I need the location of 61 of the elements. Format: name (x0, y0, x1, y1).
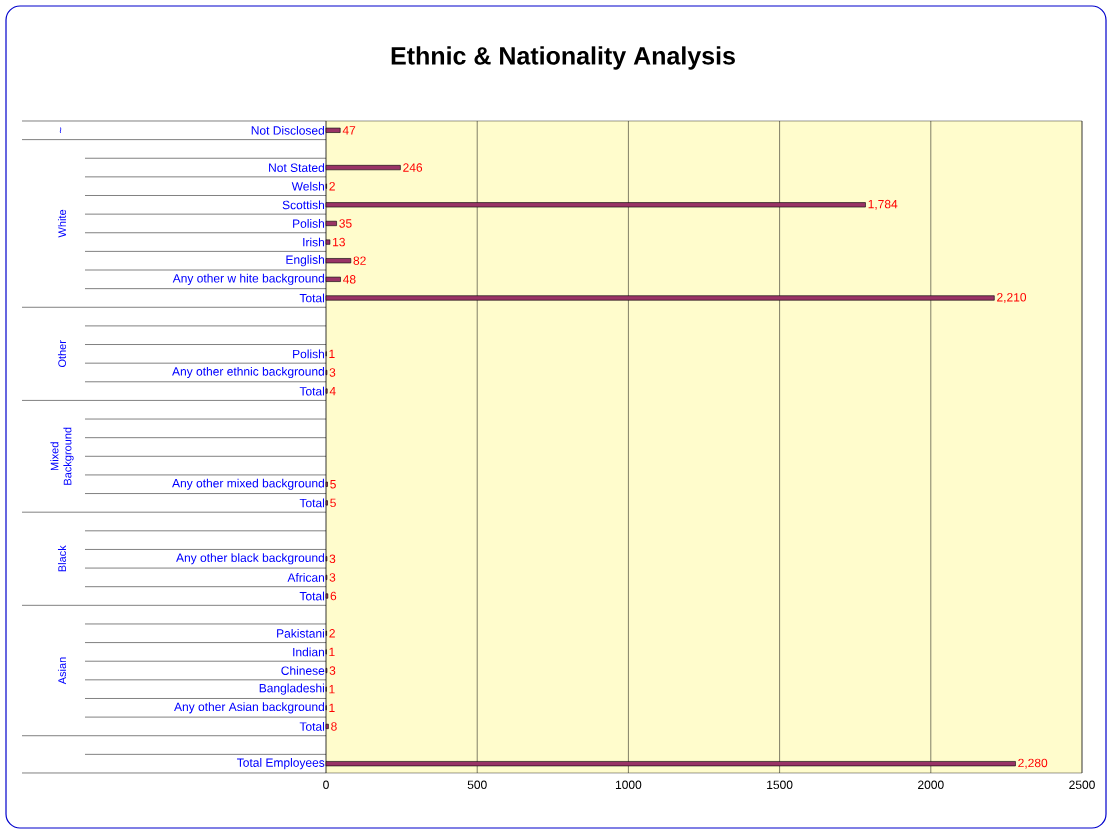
x-tick-label: 2500 (1069, 780, 1095, 790)
data-label: 1 (329, 703, 335, 712)
y-tick-label: Total (299, 591, 325, 601)
y-tick-label: Polish (293, 349, 325, 359)
data-label: 2 (329, 629, 335, 638)
data-label: 1 (329, 685, 335, 694)
y-tick-label: English (286, 255, 325, 267)
data-label: 8 (331, 722, 337, 731)
y-tick-label: Total Employees (237, 758, 325, 770)
data-label: 6 (330, 591, 337, 601)
y-tick-label: Total (299, 498, 325, 508)
data-label: 246 (403, 163, 423, 172)
data-label: 1 (329, 647, 335, 657)
data-label: 1 (329, 349, 335, 358)
data-label: 5 (330, 498, 336, 508)
y-tick-label: Total (299, 293, 325, 303)
y-tick-label: Pakistani (277, 628, 324, 638)
y-tick-label: Not Stated (269, 163, 325, 172)
data-label: 4 (329, 386, 336, 396)
y-tick-label: Any other Asian background (174, 702, 324, 714)
data-label: 3 (329, 666, 336, 675)
data-label: 3 (329, 368, 336, 377)
data-label: 1,784 (868, 199, 898, 210)
data-label: 3 (329, 573, 336, 582)
text: White (57, 209, 67, 238)
y-tick-label: Any other mixed background (172, 478, 324, 490)
y-tick-label: African (287, 572, 325, 582)
data-label: 2 (329, 182, 335, 191)
y-tick-label: Bangladeshi (259, 683, 324, 695)
y-tick-label: Total (299, 722, 325, 731)
data-label: 47 (342, 126, 356, 135)
data-label: 13 (333, 237, 345, 247)
text: Other (57, 340, 67, 368)
y-tick-label: Total (299, 386, 325, 396)
y-tick-label: Scottish (282, 200, 325, 210)
text: ~ (59, 127, 62, 134)
x-tick-label: 2000 (918, 780, 944, 790)
x-tick-label: 1000 (615, 780, 642, 790)
x-tick-label: 1500 (767, 780, 793, 790)
y-tick-label: Polish (293, 219, 325, 228)
x-tick-label: 500 (467, 780, 487, 790)
text: Mixed Background (50, 427, 74, 485)
y-tick-label: Any other black background (176, 553, 324, 565)
data-label: 48 (343, 275, 356, 284)
y-tick-label: Not Disclosed (251, 125, 325, 135)
y-tick-label: Chinese (281, 666, 325, 675)
data-label: 3 (329, 554, 336, 564)
y-tick-label: Any other ethnic background (172, 366, 324, 379)
y-tick-label: Indian (293, 647, 325, 657)
x-tick-label: 0 (323, 780, 329, 790)
data-label: 35 (339, 219, 352, 228)
text: Asian (57, 657, 67, 685)
y-tick-label: Any other w hite background (172, 273, 324, 285)
data-label: 82 (353, 256, 366, 265)
data-label: 5 (330, 480, 336, 489)
text: Black (57, 545, 67, 572)
data-label: 2,280 (1018, 758, 1048, 769)
data-label: 2,210 (997, 293, 1027, 303)
y-tick-label: Irish (303, 237, 325, 247)
chart-title: Ethnic & Nationality Analysis (391, 46, 735, 70)
y-tick-label: Welsh (291, 181, 325, 191)
